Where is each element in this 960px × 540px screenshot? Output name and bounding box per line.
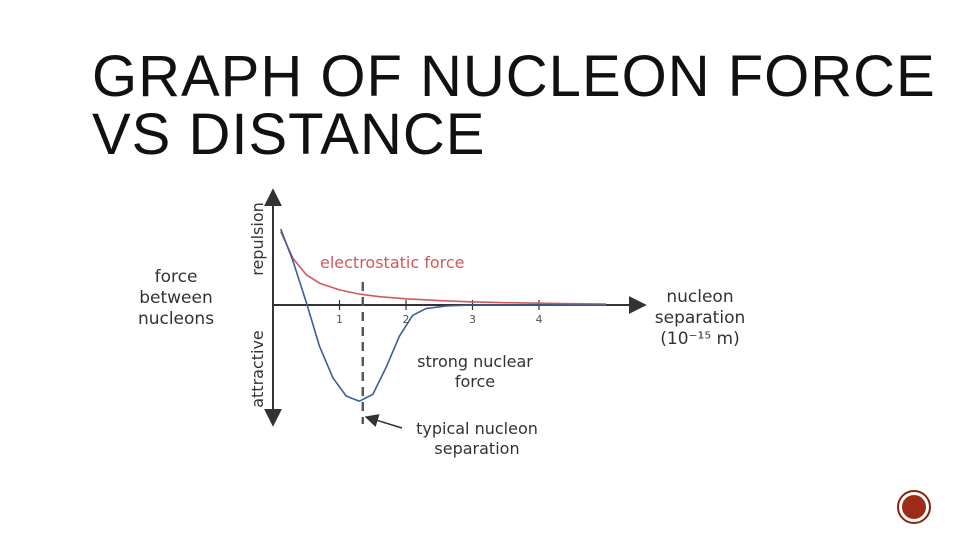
x-tick-label-2: 2: [403, 313, 410, 326]
slide-number-badge: [897, 490, 931, 524]
electrostatic-force-label: electrostatic force: [320, 253, 465, 272]
strong-nuclear-force-label-line-2: force: [455, 372, 495, 391]
x-tick-label-1: 1: [336, 313, 343, 326]
y-axis-label-line-2: between: [139, 288, 213, 308]
electrostatic-force-curve: [280, 231, 607, 305]
strong-nuclear-force-label-line-1: strong nuclear: [417, 352, 533, 371]
x-axis-label-line-1: nucleon: [666, 287, 733, 307]
typical-separation-arrow: [364, 414, 403, 429]
x-tick-label-4: 4: [536, 313, 543, 326]
x-tick-label-3: 3: [469, 313, 476, 326]
slide-title: GRAPH OF NUCLEON FORCE VS DISTANCE: [92, 48, 936, 164]
typical-separation-label-line-2: separation: [434, 439, 519, 458]
x-axis-label-line-2: separation: [655, 308, 746, 328]
title-line-1: GRAPH OF NUCLEON FORCE: [92, 44, 936, 109]
y-axis-label-line-1: force: [155, 267, 198, 287]
attractive-label: attractive: [248, 330, 267, 408]
strong-nuclear-force-curve: [280, 228, 607, 402]
badge-dot: [902, 495, 926, 519]
x-axis-label-line-3: (10⁻¹⁵ m): [660, 329, 739, 349]
repulsion-label: repulsion: [248, 202, 267, 276]
title-line-2: VS DISTANCE: [92, 102, 486, 167]
typical-separation-label-line-1: typical nucleon: [416, 419, 538, 438]
y-axis-label-line-3: nucleons: [138, 309, 214, 329]
